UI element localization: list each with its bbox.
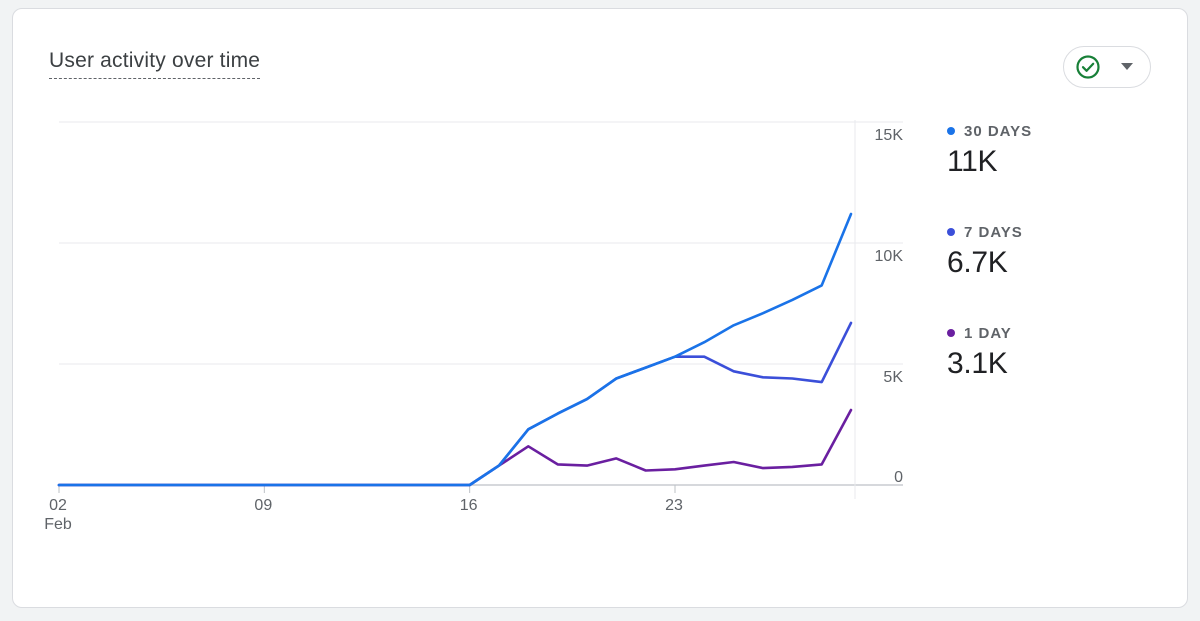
legend-value-7-days: 6.7K bbox=[947, 246, 1008, 279]
series-line-7-days bbox=[57, 321, 853, 487]
x-tick-label-09: 09 bbox=[254, 497, 272, 514]
legend-label-1-day: 1 DAY bbox=[964, 324, 1012, 342]
series-line-1-day bbox=[57, 408, 853, 487]
legend-dot-1-day bbox=[947, 329, 955, 337]
x-tick-label-23: 23 bbox=[665, 497, 683, 514]
legend-label-7-days: 7 DAYS bbox=[964, 223, 1023, 241]
y-tick-label-5K: 5K bbox=[883, 369, 903, 386]
status-dropdown-button[interactable] bbox=[1063, 46, 1151, 88]
user-activity-line-chart: 0 5K 10K 15K 02 Feb 09 16 23 bbox=[44, 120, 904, 533]
legend-item-1-day: 1 DAY 3.1K bbox=[947, 323, 1032, 424]
legend-dot-7-days bbox=[947, 228, 955, 236]
x-tick-label-02: 02 bbox=[49, 497, 67, 514]
legend-dot-30-days bbox=[947, 127, 955, 135]
y-tick-label-0: 0 bbox=[894, 469, 903, 486]
x-tick-sublabel-feb: Feb bbox=[44, 516, 72, 533]
x-tick-label-16: 16 bbox=[460, 497, 478, 514]
chart-legend: 30 DAYS 11K 7 DAYS 6.7K 1 DAY 3.1K bbox=[947, 121, 1032, 424]
legend-item-7-days: 7 DAYS 6.7K bbox=[947, 222, 1032, 323]
legend-value-1-day: 3.1K bbox=[947, 347, 1008, 380]
series-line-30-days bbox=[57, 212, 853, 487]
y-tick-label-15K: 15K bbox=[875, 127, 904, 144]
legend-item-30-days: 30 DAYS 11K bbox=[947, 121, 1032, 222]
card-title[interactable]: User activity over time bbox=[49, 49, 261, 79]
check-circle-icon bbox=[1075, 54, 1101, 80]
y-tick-label-10K: 10K bbox=[875, 248, 904, 265]
legend-value-30-days: 11K bbox=[947, 145, 998, 178]
caret-down-icon bbox=[1121, 63, 1133, 71]
legend-label-30-days: 30 DAYS bbox=[964, 122, 1033, 140]
user-activity-card: User activity over time 0 5K 10K 15K 02 Feb 09… bbox=[12, 8, 1188, 608]
